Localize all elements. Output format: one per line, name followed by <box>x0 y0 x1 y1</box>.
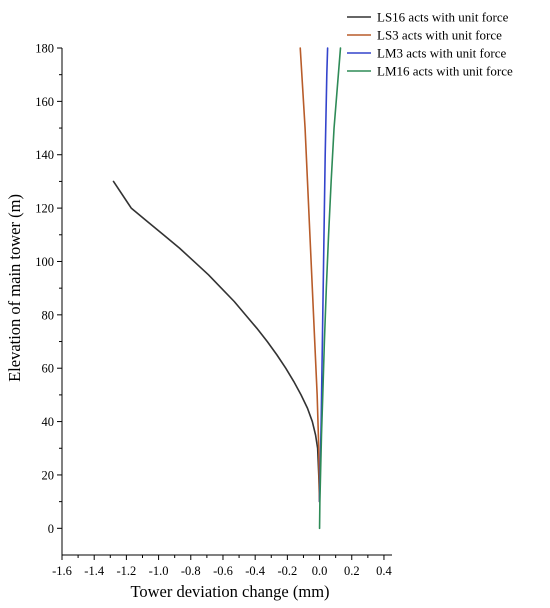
y-tick-label: 60 <box>42 362 55 376</box>
x-axis-label: Tower deviation change (mm) <box>130 582 329 601</box>
y-tick-label: 80 <box>42 308 55 322</box>
axes: -1.6 -1.4 -1.2 -1.0 -0.8 -0.6 -0.4 -0.2 0.0 0.2 0.… <box>35 42 392 579</box>
y-tick-label: 160 <box>35 95 54 109</box>
series-line-2 <box>299 47 321 503</box>
x-tick-label: -1.2 <box>116 564 136 578</box>
series-line-4 <box>318 47 342 530</box>
x-tick-label: -0.8 <box>181 564 201 578</box>
legend-entry: LS3 acts with unit force <box>377 28 502 43</box>
y-tick-label: 180 <box>35 42 54 56</box>
y-tick-label: 140 <box>35 148 54 162</box>
x-tick-label: -1.6 <box>52 564 72 578</box>
x-tick-label: -0.6 <box>213 564 233 578</box>
series-line-1 <box>112 180 321 503</box>
x-tick-label: -1.4 <box>84 564 105 578</box>
x-tick-label: -0.4 <box>245 564 266 578</box>
legend-entry: LS16 acts with unit force <box>377 10 509 25</box>
x-tick-label: -1.0 <box>149 564 169 578</box>
y-tick-label: 20 <box>42 468 55 482</box>
y-tick-label: 0 <box>48 522 54 536</box>
x-tick-label: 0.4 <box>376 564 392 578</box>
x-tick-label: -0.2 <box>277 564 297 578</box>
y-tick-label: 120 <box>35 202 54 216</box>
legend-entry: LM3 acts with unit force <box>377 46 506 61</box>
legend-entry: LM16 acts with unit force <box>377 64 513 79</box>
y-tick-label: 100 <box>35 255 54 269</box>
legend: LS16 acts with unit force LS3 acts with u… <box>347 10 513 79</box>
x-tick-label: 0.2 <box>344 564 360 578</box>
y-axis-label: Elevation of main tower (m) <box>5 194 24 382</box>
y-tick-label: 40 <box>42 415 55 429</box>
x-tick-label: 0.0 <box>312 564 328 578</box>
series-group <box>112 47 342 530</box>
